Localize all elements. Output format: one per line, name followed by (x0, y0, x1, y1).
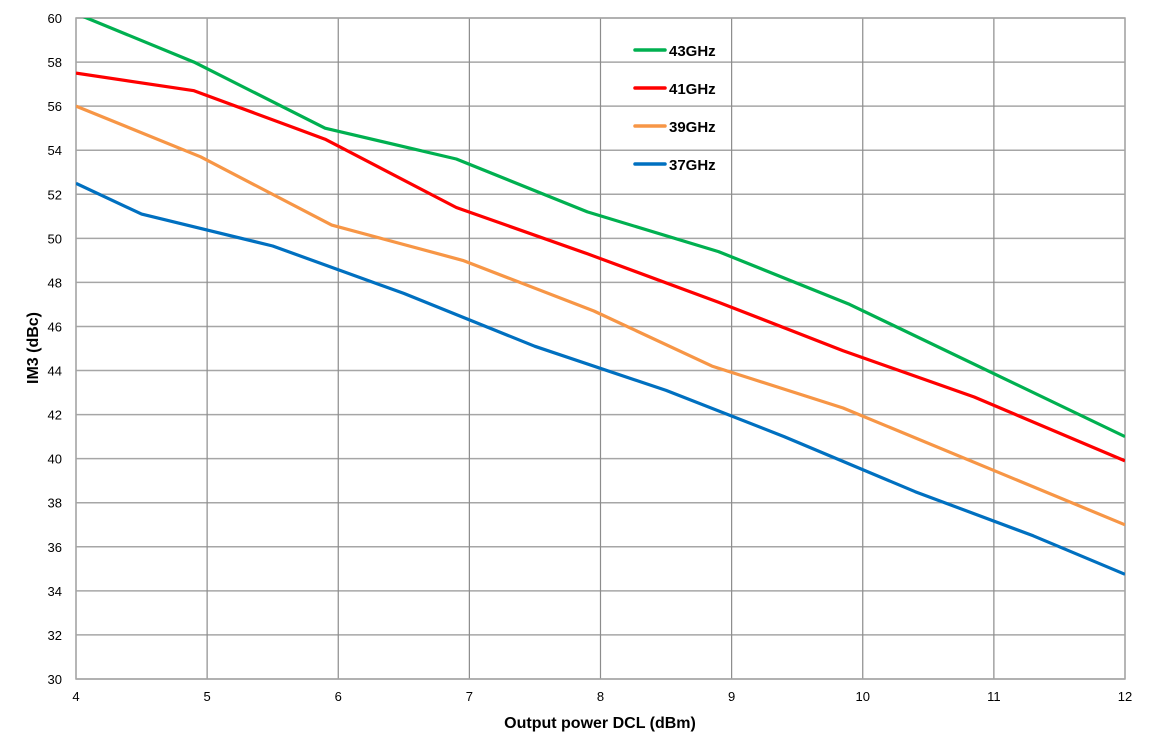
y-tick-label: 34 (48, 584, 62, 599)
y-tick-label: 32 (48, 628, 62, 643)
series-line-39GHz (76, 104, 1125, 527)
x-tick-label: 12 (1118, 689, 1132, 704)
x-tick-label: 8 (597, 689, 604, 704)
x-tick-label: 9 (728, 689, 735, 704)
series-line-43GHz (82, 18, 1125, 439)
y-axis-title: IM3 (dBc) (25, 312, 42, 384)
y-tick-label: 48 (48, 275, 62, 290)
y-tick-label: 40 (48, 452, 62, 467)
y-tick-label: 60 (48, 11, 62, 26)
legend: 43GHz 41GHz 39GHz 37GHz (633, 43, 716, 174)
legend-label: 41GHz (669, 81, 716, 98)
y-tick-label: 52 (48, 187, 62, 202)
x-axis-title: Output power DCL (dBm) (504, 715, 696, 732)
y-tick-label: 56 (48, 99, 62, 114)
legend-label: 43GHz (669, 43, 716, 60)
y-tick-label: 38 (48, 496, 62, 511)
legend-label: 39GHz (669, 119, 716, 136)
y-tick-label: 44 (48, 364, 62, 379)
x-tick-label: 5 (204, 689, 211, 704)
series-lines (76, 18, 1125, 576)
series-line-37GHz (76, 181, 1125, 576)
y-tick-label: 46 (48, 319, 62, 334)
y-tick-label: 50 (48, 231, 62, 246)
y-tick-label: 42 (48, 408, 62, 423)
series-line-41GHz (76, 71, 1125, 463)
y-tick-label: 58 (48, 55, 62, 70)
y-tick-label: 36 (48, 540, 62, 555)
plot-border (75, 17, 1126, 680)
legend-label: 37GHz (669, 157, 716, 174)
y-tick-label: 30 (48, 672, 62, 687)
x-tick-label: 11 (987, 689, 1001, 704)
x-tick-labels: 4 5 6 7 8 9 10 11 12 (72, 689, 1132, 704)
x-tick-label: 7 (466, 689, 473, 704)
x-tick-label: 10 (856, 689, 870, 704)
gridlines (75, 17, 1126, 680)
x-tick-label: 6 (335, 689, 342, 704)
y-tick-labels: 30 32 34 36 38 40 42 44 46 48 50 52 54 56 58 60 (48, 11, 62, 687)
y-tick-label: 54 (48, 143, 62, 158)
x-tick-label: 4 (72, 689, 79, 704)
